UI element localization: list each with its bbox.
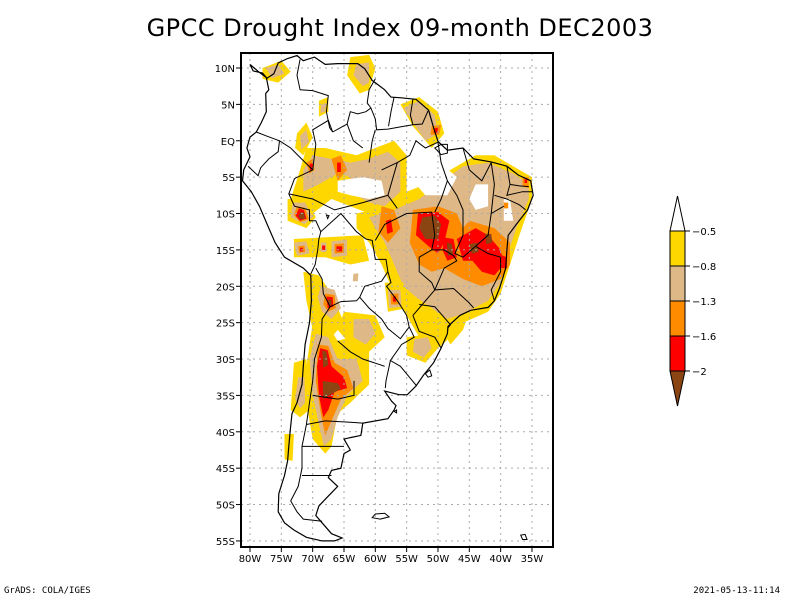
border-line	[389, 97, 395, 126]
drought-zone-extreme	[322, 246, 325, 250]
drought-zone-exceptional	[485, 234, 493, 244]
lat-tick-label: 10S	[216, 210, 235, 221]
drought-zone-moderate	[353, 273, 359, 281]
border-line	[330, 272, 388, 307]
lat-tick-label: 30S	[216, 355, 235, 366]
drought-map: 10N5NEQ5S10S15S20S25S30S35S40S45S50S55S …	[0, 0, 800, 600]
grads-credit: GrADS: COLA/IGES	[4, 586, 91, 596]
border-line	[385, 361, 390, 389]
lat-tick-label: 45S	[216, 464, 235, 475]
lon-tick-label: 70W	[301, 554, 324, 565]
border-line	[248, 132, 279, 176]
lat-tick-label: 15S	[216, 246, 235, 257]
lon-tick-label: 60W	[364, 554, 387, 565]
lon-tick-label: 55W	[395, 554, 418, 565]
lon-tick-label: 40W	[489, 554, 512, 565]
lat-tick-label: 25S	[216, 319, 235, 330]
drought-zone-extreme	[525, 179, 528, 183]
lon-tick-label: 35W	[521, 554, 544, 565]
drought-zone-severe	[504, 203, 508, 209]
lat-tick-label: EQ	[221, 137, 235, 148]
lat-tick-label: 5N	[221, 100, 235, 111]
lat-tick-label: 50S	[216, 501, 235, 512]
lat-tick-label: 5S	[222, 173, 235, 184]
island-outline	[372, 513, 389, 519]
drought-zone-extreme	[337, 163, 341, 172]
drought-zone-extreme	[337, 246, 343, 251]
colorbar-bottom-arrow	[670, 371, 685, 406]
lat-tick-label: 20S	[216, 282, 235, 293]
colorbar-label: −1.6	[692, 332, 716, 343]
latitude-axis: 10N 5N EQ 5S 10S 15S 20S 25S 30S 35S 40S 45S 50S 55S	[215, 64, 241, 548]
lon-tick-label: 80W	[239, 554, 262, 565]
colorbar-segment	[670, 301, 685, 336]
island-outline	[326, 215, 329, 219]
colorbar-segment	[670, 266, 685, 301]
lat-tick-label: 40S	[216, 428, 235, 439]
colorbar-segment	[670, 336, 685, 371]
lon-tick-label: 50W	[427, 554, 450, 565]
lon-tick-label: 65W	[333, 554, 356, 565]
island-outline	[521, 534, 527, 539]
island-outline	[435, 144, 448, 154]
border-line	[347, 124, 363, 148]
longitude-axis: 80W 75W 70W 65W 60W 55W 50W 45W 40W 35W	[239, 547, 544, 565]
colorbar-label: −0.8	[692, 262, 716, 273]
timestamp: 2021-05-13-11:14	[693, 586, 780, 596]
colorbar-label: −2	[692, 367, 707, 378]
colorbar-label: −1.3	[692, 297, 716, 308]
drought-shading	[263, 55, 533, 461]
lat-tick-label: 35S	[216, 391, 235, 402]
lat-tick-label: 55S	[216, 537, 235, 548]
colorbar-label: −0.5	[692, 227, 716, 238]
lat-tick-label: 10N	[215, 64, 235, 75]
colorbar-top-arrow	[670, 196, 685, 231]
colorbar: −0.5 −0.8 −1.3 −1.6 −2	[670, 196, 716, 406]
lon-tick-label: 45W	[458, 554, 481, 565]
colorbar-segment	[670, 231, 685, 266]
lon-tick-label: 75W	[270, 554, 293, 565]
